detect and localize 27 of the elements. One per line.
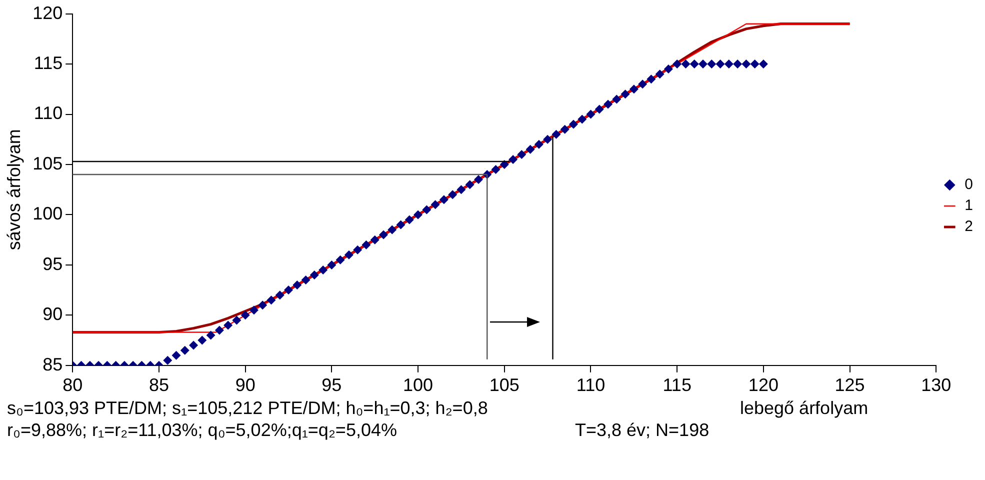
x-tick-label: 130 <box>921 375 952 396</box>
x-tick-label: 115 <box>662 375 692 396</box>
y-axis-title: sávos árfolyam <box>4 129 24 250</box>
x-tick-label: 90 <box>235 375 256 396</box>
x-tick-label: 100 <box>403 375 434 396</box>
y-tick-label: 105 <box>32 153 63 174</box>
x-tick-label: 120 <box>748 375 778 396</box>
x-tick-label: 85 <box>148 375 169 396</box>
y-tick-label: 95 <box>42 254 63 274</box>
y-tick-label: 110 <box>34 103 63 124</box>
x-tick-label: 95 <box>322 375 342 396</box>
x-tick-label: 125 <box>834 375 865 396</box>
text: r₀=9,88%; r₁=r₂=11,03%; q₀=5,02%;q₁=q₂=5,04% <box>7 420 397 441</box>
legend-label: 0 <box>964 176 973 194</box>
y-tick-label: 100 <box>32 204 63 224</box>
y-tick-label: 85 <box>42 354 63 374</box>
y-tick-label: 115 <box>34 52 63 73</box>
y-tick-label: 120 <box>32 2 63 23</box>
text: s₀=103,93 PTE/DM; s₁=105,212 PTE/DM; h₀=h₁=0,3; h₂=0,8 <box>7 398 488 419</box>
x-tick-label: 105 <box>489 375 520 396</box>
x-tick-label: 80 <box>62 375 83 396</box>
x-tick-label: 110 <box>576 375 606 396</box>
text: T=3,8 év; N=198 <box>575 420 710 441</box>
x-axis-title: lebegő árfolyam <box>740 398 868 419</box>
legend-label: 1 <box>964 197 973 214</box>
legend-label: 2 <box>964 218 973 236</box>
y-tick-label: 90 <box>42 304 63 324</box>
